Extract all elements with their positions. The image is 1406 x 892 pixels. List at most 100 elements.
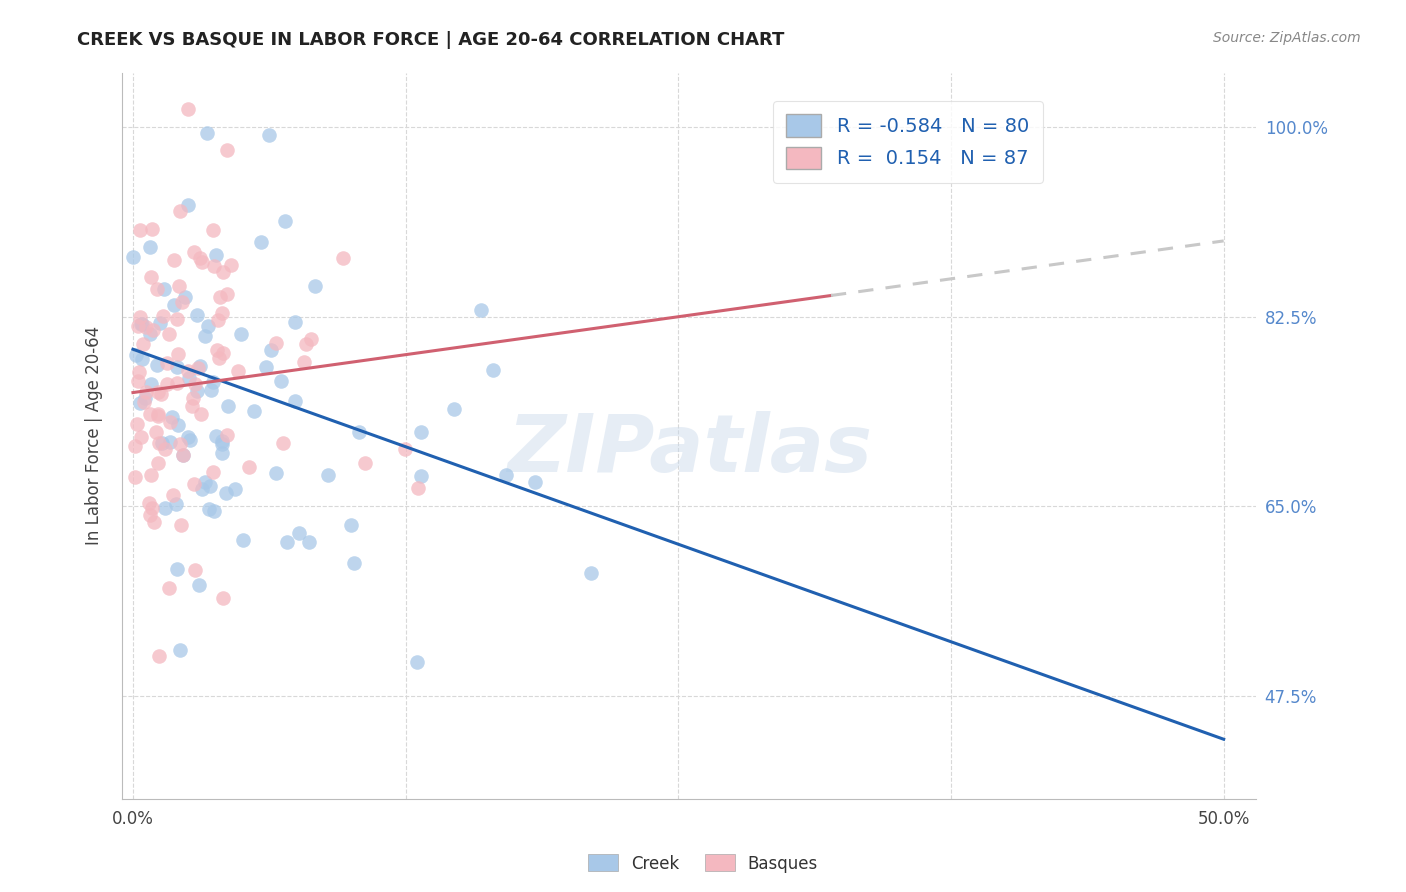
Point <box>145 425 167 439</box>
Point <box>125 417 148 432</box>
Point <box>284 315 307 329</box>
Point <box>169 437 191 451</box>
Point <box>139 326 162 341</box>
Point <box>295 336 318 351</box>
Point <box>141 221 163 235</box>
Point <box>343 556 366 570</box>
Point <box>212 346 235 360</box>
Point <box>181 399 204 413</box>
Point <box>211 437 233 451</box>
Point <box>176 364 198 378</box>
Point <box>150 436 173 450</box>
Point <box>138 496 160 510</box>
Legend: Creek, Basques: Creek, Basques <box>581 847 825 880</box>
Point <box>157 326 180 341</box>
Point <box>156 377 179 392</box>
Point <box>394 442 416 456</box>
Point <box>318 468 340 483</box>
Point <box>194 329 217 343</box>
Point <box>177 430 200 444</box>
Legend: R = -0.584   N = 80, R =  0.154   N = 87: R = -0.584 N = 80, R = 0.154 N = 87 <box>773 101 1043 183</box>
Point <box>129 317 152 331</box>
Y-axis label: In Labor Force | Age 20-64: In Labor Force | Age 20-64 <box>86 326 103 546</box>
Point <box>139 468 162 483</box>
Point <box>167 417 190 432</box>
Point <box>188 359 211 374</box>
Point <box>156 356 179 370</box>
Point <box>186 384 208 398</box>
Point <box>340 518 363 533</box>
Point <box>131 352 153 367</box>
Point <box>146 456 169 470</box>
Point <box>205 248 228 262</box>
Point <box>160 410 183 425</box>
Point <box>139 508 162 523</box>
Point <box>215 143 238 157</box>
Point <box>163 252 186 267</box>
Point <box>167 278 190 293</box>
Point <box>211 446 233 460</box>
Point <box>274 214 297 228</box>
Point <box>176 197 198 211</box>
Point <box>172 448 194 462</box>
Point <box>135 384 157 399</box>
Point <box>170 517 193 532</box>
Point <box>187 360 209 375</box>
Point <box>254 359 277 374</box>
Point <box>129 310 152 324</box>
Point <box>188 251 211 265</box>
Point <box>200 383 222 397</box>
Point <box>349 425 371 439</box>
Point <box>131 317 153 331</box>
Point <box>149 316 172 330</box>
Point <box>127 319 149 334</box>
Point <box>219 258 242 272</box>
Point <box>172 448 194 462</box>
Point <box>134 391 156 405</box>
Point <box>292 355 315 369</box>
Point <box>409 469 432 483</box>
Text: Source: ZipAtlas.com: Source: ZipAtlas.com <box>1213 31 1361 45</box>
Point <box>190 407 212 421</box>
Point <box>260 343 283 358</box>
Point <box>166 376 188 390</box>
Point <box>148 649 170 664</box>
Point <box>153 500 176 515</box>
Point <box>208 351 231 365</box>
Point <box>211 591 233 605</box>
Point <box>132 394 155 409</box>
Point <box>264 466 287 480</box>
Point <box>148 407 170 421</box>
Point <box>139 407 162 421</box>
Point <box>187 577 209 591</box>
Point <box>276 535 298 549</box>
Point <box>197 319 219 334</box>
Point <box>157 581 180 595</box>
Point <box>174 290 197 304</box>
Point <box>152 310 174 324</box>
Point <box>153 442 176 457</box>
Point <box>524 475 547 489</box>
Point <box>217 399 239 413</box>
Point <box>125 348 148 362</box>
Point <box>167 347 190 361</box>
Point <box>411 425 433 439</box>
Point <box>183 245 205 260</box>
Point <box>332 251 354 265</box>
Point <box>146 359 169 373</box>
Point <box>229 326 252 341</box>
Point <box>215 485 238 500</box>
Point <box>202 259 225 273</box>
Point <box>122 250 145 264</box>
Point <box>197 501 219 516</box>
Text: CREEK VS BASQUE IN LABOR FORCE | AGE 20-64 CORRELATION CHART: CREEK VS BASQUE IN LABOR FORCE | AGE 20-… <box>77 31 785 49</box>
Point <box>201 376 224 390</box>
Point <box>184 563 207 577</box>
Point <box>146 282 169 296</box>
Point <box>191 255 214 269</box>
Point <box>211 264 233 278</box>
Point <box>202 504 225 518</box>
Point <box>127 374 149 388</box>
Point <box>304 279 326 293</box>
Point <box>159 415 181 429</box>
